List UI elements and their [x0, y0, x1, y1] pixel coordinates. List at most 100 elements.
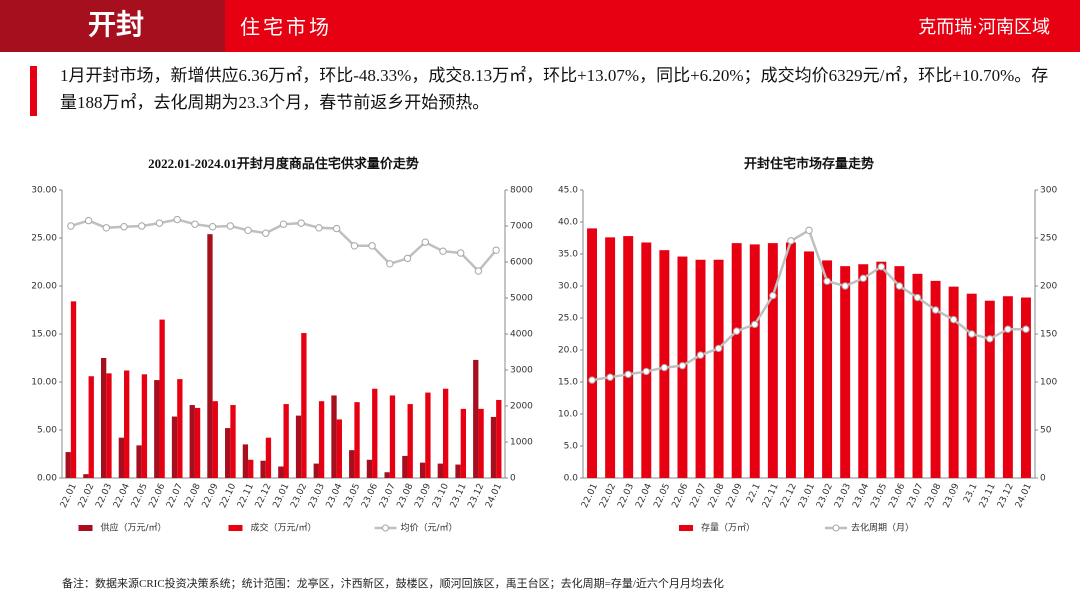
y-tick-label: 30.0: [558, 282, 578, 292]
line-point: [492, 246, 500, 254]
x-tick-label: 22.09: [725, 482, 745, 510]
bar: [189, 405, 195, 478]
brand: 克而瑞·河南区域: [918, 17, 1050, 38]
bar: [265, 437, 272, 478]
line-point: [457, 249, 465, 257]
bar: [331, 395, 337, 478]
line-point: [1022, 325, 1030, 333]
header-title: 开封: [0, 0, 225, 52]
bar: [455, 464, 461, 478]
line-point: [1004, 325, 1012, 333]
y-tick-label: 10.00: [31, 378, 57, 388]
y-tick-label: 40.0: [558, 218, 578, 228]
bar: [100, 358, 107, 478]
bar: [473, 359, 479, 478]
bar: [83, 474, 89, 478]
bar: [225, 428, 231, 478]
bar: [65, 452, 71, 478]
bar: [194, 407, 201, 478]
x-tick-label: 23.09: [942, 482, 962, 510]
y2-tick-label: 5000: [510, 294, 533, 304]
bar: [88, 376, 94, 478]
y-tick-label: 15.00: [31, 330, 57, 340]
bar: [354, 402, 360, 478]
line-point: [895, 282, 904, 290]
bar: [605, 237, 616, 478]
bar: [336, 419, 342, 478]
bar: [70, 301, 77, 478]
line-point: [841, 282, 849, 290]
bar: [785, 242, 796, 478]
bar: [177, 379, 183, 478]
bar: [930, 280, 941, 478]
line-point: [244, 226, 252, 235]
y-tick-label: 5.00: [37, 426, 57, 436]
legend-swatch: [832, 524, 840, 532]
line-point: [732, 327, 741, 335]
bar: [242, 444, 249, 478]
bar: [230, 405, 236, 478]
y2-tick-label: 8000: [510, 186, 533, 196]
bar: [366, 459, 373, 478]
bar: [490, 416, 497, 478]
y2-tick-label: 3000: [510, 366, 533, 376]
line-point: [403, 254, 412, 263]
legend-label: 成交（万元/㎡）: [251, 522, 317, 534]
bar: [984, 300, 995, 478]
footnote: 备注：数据来源CRIC投资决策系统；统计范围：龙亭区，汴西新区，鼓楼区，顺河回族…: [62, 578, 724, 590]
y2-tick-label: 100: [1040, 378, 1057, 388]
summary: 1月开封市场，新增供应6.36万㎡，环比-48.33%，成交8.13万㎡，环比+…: [60, 66, 1049, 112]
x-tick-label: 23.1: [962, 482, 980, 504]
line-point: [949, 315, 958, 324]
bar: [372, 388, 378, 478]
bar: [731, 243, 742, 478]
line-point: [350, 242, 359, 250]
bar: [313, 463, 319, 478]
x-tick-label: 24.01: [1014, 482, 1034, 510]
bar: [118, 437, 125, 478]
bar: [804, 251, 814, 478]
bar: [260, 460, 266, 478]
line-point: [315, 224, 323, 232]
bar: [419, 462, 426, 478]
line-point: [642, 367, 650, 376]
line-point: [787, 237, 795, 245]
y-tick-label: 25.0: [558, 314, 578, 324]
line-point: [714, 344, 723, 353]
y2-tick-label: 1000: [510, 438, 533, 448]
y2-tick-label: 0: [1040, 474, 1046, 484]
bar: [318, 401, 325, 478]
y-tick-label: 20.00: [31, 282, 57, 292]
line-point: [931, 306, 940, 314]
line-point: [877, 263, 886, 271]
y-tick-label: 45.0: [558, 186, 578, 196]
line-point: [138, 222, 146, 230]
chart-title: 2022.01-2024.01开封月度商品住宅供求量价走势: [148, 156, 419, 171]
y-tick-label: 20.0: [558, 346, 578, 356]
line-point: [439, 247, 447, 255]
y2-tick-label: 300: [1040, 186, 1057, 196]
bar: [1020, 297, 1031, 478]
line-point: [624, 370, 632, 379]
y-tick-label: 25.00: [31, 234, 57, 244]
y2-tick-label: 150: [1040, 330, 1057, 340]
bar: [912, 273, 923, 478]
bar: [301, 333, 307, 478]
legend-swatch: [228, 525, 243, 531]
legend-swatch: [382, 524, 389, 532]
bar: [349, 450, 355, 478]
line-point: [386, 260, 394, 268]
line-point: [986, 335, 994, 343]
y2-tick-label: 4000: [510, 330, 533, 340]
bar: [136, 445, 142, 478]
bar: [767, 243, 778, 478]
bar: [822, 260, 833, 478]
legend-label: 均价（元/㎡）: [401, 522, 458, 534]
bar: [840, 266, 851, 478]
line-point: [421, 238, 429, 246]
line-point: [606, 373, 614, 381]
bar: [641, 242, 652, 478]
y-tick-label: 15.0: [558, 378, 578, 388]
